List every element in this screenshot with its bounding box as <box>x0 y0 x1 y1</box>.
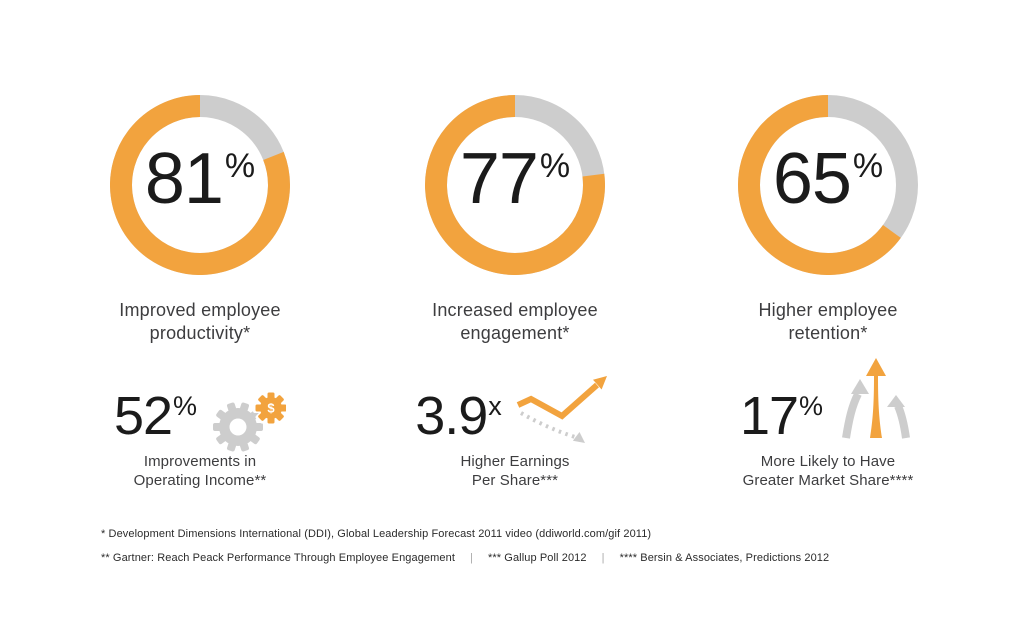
center-arrow <box>866 358 887 438</box>
donut-ring <box>110 95 290 275</box>
donut-center-value: 77% <box>425 95 605 275</box>
footnote-divider: | <box>470 552 473 564</box>
donut-ring <box>738 95 918 275</box>
substat-row: 17% <box>668 358 988 452</box>
left-arrow-shaft <box>842 392 862 439</box>
substat-caption-line1: Higher Earnings <box>460 453 570 470</box>
substat-caption: Improvements in Operating Income** <box>40 452 360 490</box>
percent-value: 81% <box>145 143 255 228</box>
stat-column-retention: 65% Higher employee retention* 17% More … <box>668 0 988 490</box>
percent-number: 65 <box>772 138 852 219</box>
donut-caption: Increased employee engagement* <box>355 299 675 345</box>
donut-arc-segment <box>110 95 290 275</box>
substat-number: 17 <box>739 386 799 446</box>
substat-caption-line1: More Likely to Have <box>760 453 896 470</box>
donut-arc-segment <box>738 95 901 275</box>
donut-arc-segment <box>425 95 605 275</box>
donut-caption-line1: Higher employee <box>758 300 898 320</box>
donut-chart-retention: 65% <box>738 95 918 275</box>
percent-value: 77% <box>460 143 570 228</box>
donut-caption-line1: Improved employee <box>119 300 281 320</box>
trend-up-arrow-icon <box>516 376 607 443</box>
rising-arrows-icon <box>842 358 911 439</box>
substat-caption-line1: Improvements in <box>143 453 257 470</box>
substat-value: 3.9x <box>415 386 502 452</box>
donut-center-value: 81% <box>110 95 290 275</box>
percent-sign: % <box>539 146 571 185</box>
declining-dotted-line <box>519 411 576 439</box>
rising-arrowhead <box>592 376 607 390</box>
donut-caption-line2: productivity* <box>149 323 251 343</box>
substat-caption-line2: Per Share*** <box>471 472 559 489</box>
substat-value: 52% <box>113 386 197 452</box>
declining-arrowhead <box>572 432 585 443</box>
stat-column-productivity: 81% Improved employee productivity* 52% <box>40 0 360 490</box>
stat-column-engagement: 77% Increased employee engagement* 3.9x … <box>355 0 675 490</box>
substat-value: 17% <box>739 386 823 452</box>
footnote-bersin: **** Bersin & Associates, Predictions 20… <box>619 552 830 564</box>
dollar-sign-glyph: $ <box>267 401 275 416</box>
donut-caption-line1: Increased employee <box>432 300 598 320</box>
percent-number: 77 <box>459 138 539 219</box>
substat-row: 52% <box>40 379 360 452</box>
donut-caption-line2: engagement* <box>460 323 570 343</box>
footnote-line1: * Development Dimensions International (… <box>101 528 652 540</box>
footnote-line2: ** Gartner: Reach Peack Performance Thro… <box>101 551 829 565</box>
donut-caption: Improved employee productivity* <box>40 299 360 345</box>
substat-sign: % <box>173 391 197 421</box>
footnote-divider: | <box>601 552 605 564</box>
substat-number: 3.9 <box>415 386 488 446</box>
gears-dollar-icon: $ <box>213 390 287 452</box>
percent-sign: % <box>224 146 256 185</box>
substat-row: 3.9x <box>355 376 675 452</box>
percent-number: 81 <box>144 138 224 219</box>
footnote-gartner: ** Gartner: Reach Peack Performance Thro… <box>101 552 456 564</box>
right-arrowhead <box>887 395 906 407</box>
donut-chart-engagement: 77% <box>425 95 605 275</box>
small-gear <box>255 392 287 424</box>
donut-caption-line2: retention* <box>788 323 868 343</box>
substat-caption: More Likely to Have Greater Market Share… <box>668 452 988 490</box>
substat-sign: % <box>799 391 823 421</box>
rising-line <box>516 382 599 420</box>
footnotes: * Development Dimensions International (… <box>101 527 829 565</box>
substat-sign: x <box>488 391 501 421</box>
footnote-gallup: *** Gallup Poll 2012 <box>487 552 587 564</box>
substat-caption-line2: Operating Income** <box>133 472 267 489</box>
right-arrow-shaft <box>894 404 911 439</box>
donut-caption: Higher employee retention* <box>668 299 988 345</box>
donut-ring <box>425 95 605 275</box>
percent-sign: % <box>852 146 884 185</box>
donut-chart-productivity: 81% <box>110 95 290 275</box>
percent-value: 65% <box>773 143 883 228</box>
substat-number: 52 <box>113 386 173 446</box>
substat-caption: Higher Earnings Per Share*** <box>355 452 675 490</box>
left-arrowhead <box>851 379 870 394</box>
substat-caption-line2: Greater Market Share**** <box>742 472 914 489</box>
donut-center-value: 65% <box>738 95 918 275</box>
